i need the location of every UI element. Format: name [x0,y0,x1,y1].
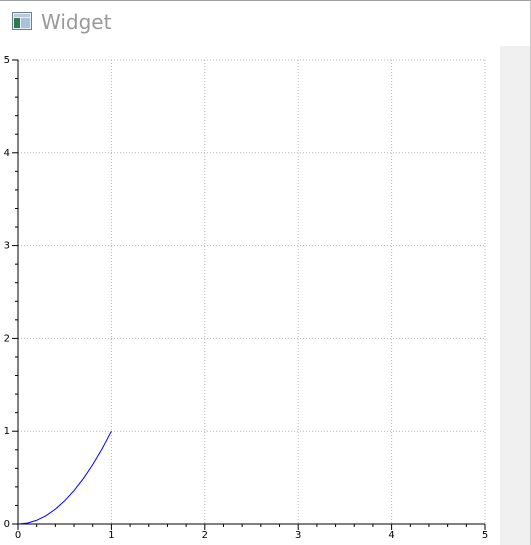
side-panel [500,46,530,545]
x-tick-label: 2 [202,530,208,541]
window-title: Widget [41,10,112,34]
x-tick-label: 0 [15,530,21,541]
series-line [17,430,112,525]
plot-area[interactable]: 0 1 2 3 4 5 0 1 2 3 4 5 [0,46,500,545]
y-tick-label: 0 [4,519,10,530]
y-tick-label: 3 [4,241,10,252]
y-tick-label: 1 [4,426,10,437]
y-tick-label: 5 [4,55,10,66]
chart-svg: 0 1 2 3 4 5 0 1 2 3 4 5 [4,55,489,541]
y-tick-label: 4 [4,148,10,159]
x-tick-label: 3 [295,530,301,541]
y-tick-label: 2 [4,333,10,344]
x-tick-label: 1 [108,530,114,541]
title-bar[interactable]: Widget [0,1,530,43]
x-tick-label: 5 [482,530,488,541]
x-tick-label: 4 [388,530,394,541]
widget-app-icon [12,12,32,30]
